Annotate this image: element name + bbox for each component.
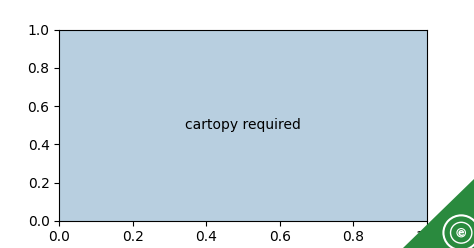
Polygon shape	[403, 179, 474, 248]
Text: cartopy required: cartopy required	[185, 118, 301, 132]
Text: e: e	[458, 228, 465, 238]
